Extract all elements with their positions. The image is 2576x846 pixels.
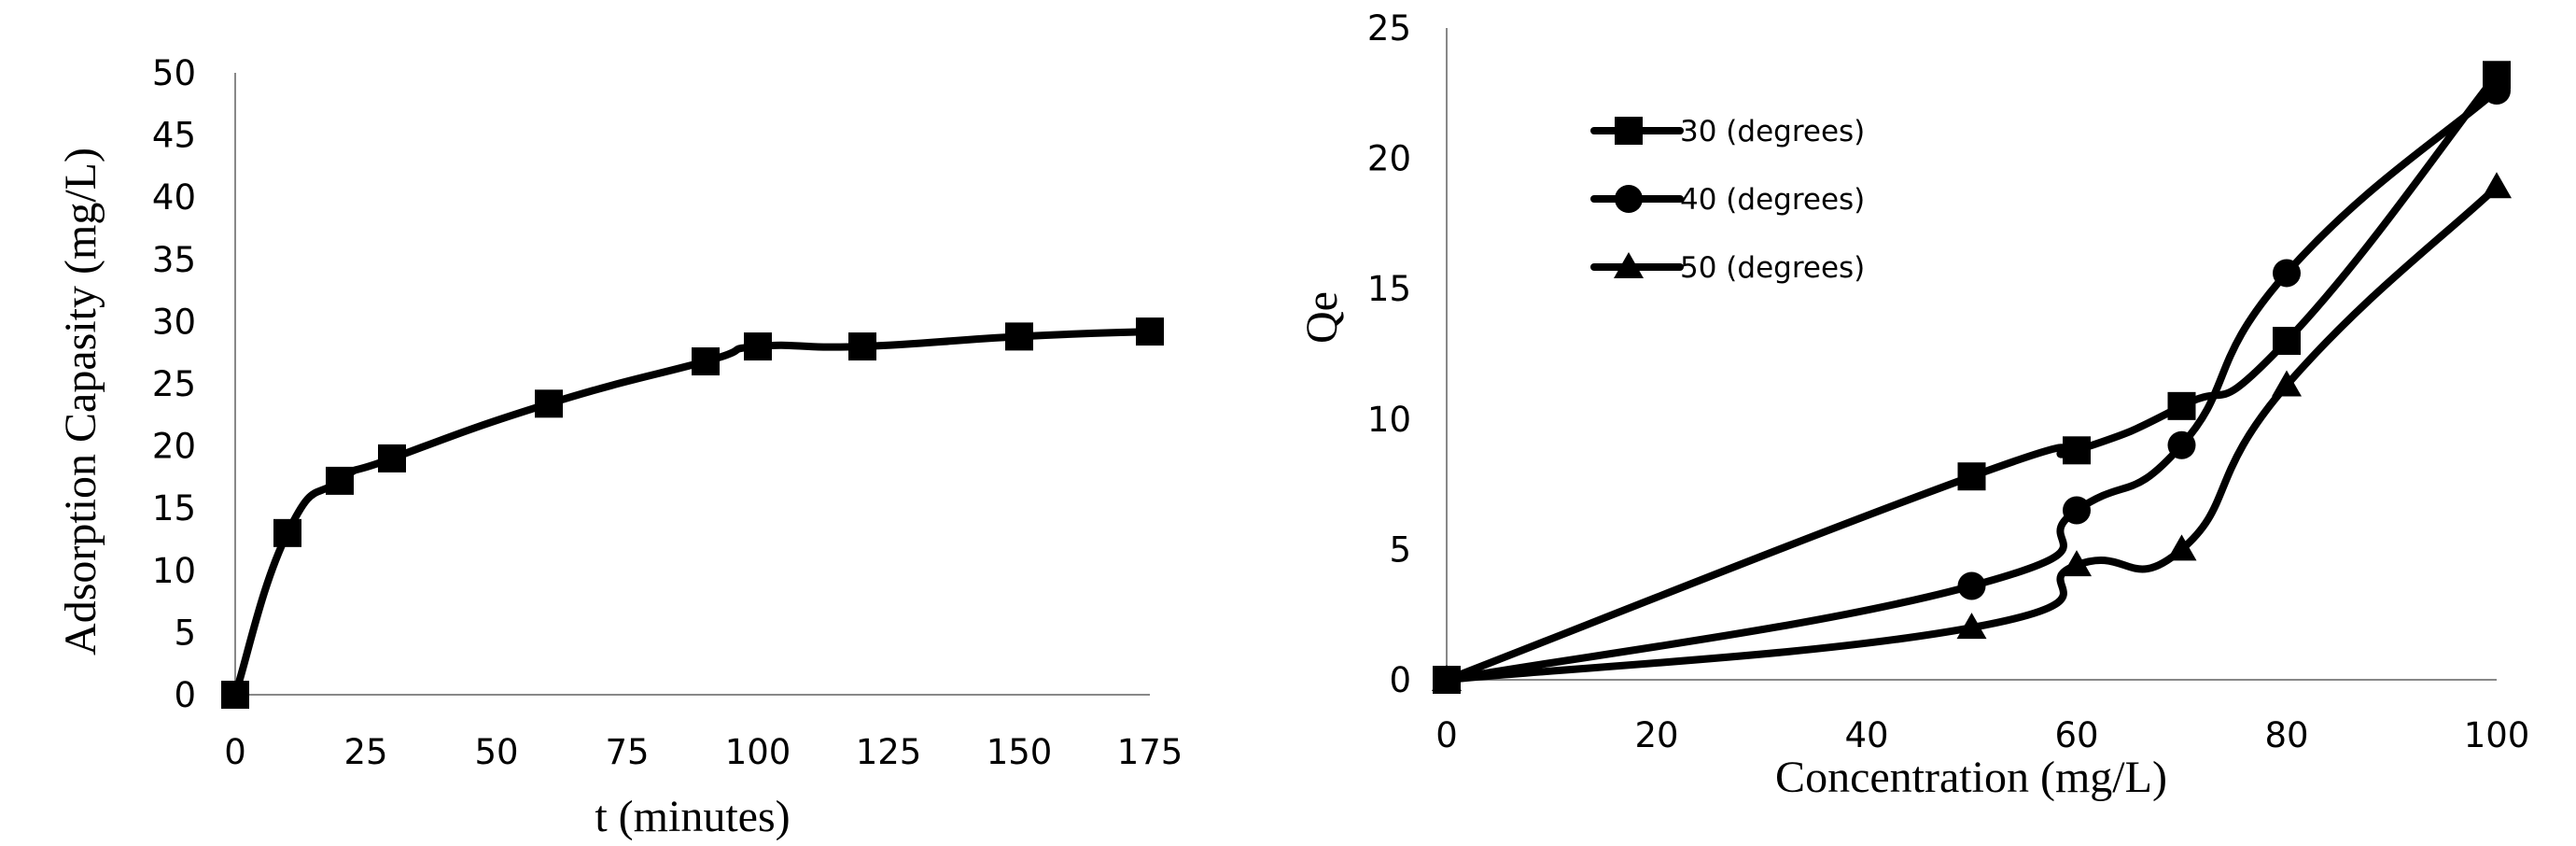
right-y-tick-label: 20	[1367, 139, 1411, 179]
right-x-tick-label: 60	[2054, 715, 2098, 755]
left-y-tick-labels: 0 5 10 15 20 25 30 35 40 45 50	[152, 53, 196, 715]
right-x-tick-label: 0	[1435, 715, 1458, 755]
right-legend: 30 (degrees) 40 (degrees) 50 (degrees)	[1590, 115, 1865, 285]
right-y-tick-label: 10	[1367, 400, 1411, 440]
left-data-point-square	[273, 518, 301, 547]
right-data-point-triangle	[2482, 172, 2512, 199]
left-x-tick-label: 175	[1117, 732, 1183, 772]
right-data-point-square	[1957, 462, 1986, 491]
right-data-point-triangle	[2062, 550, 2092, 577]
right-y-axis-title: Qe	[1297, 291, 1347, 344]
left-chart: 0 5 10 15 20 25 30 35 40 45 50 0 25 50 75 100 125 150 175…	[56, 53, 1183, 841]
right-data-point-square	[2167, 391, 2196, 420]
left-x-tick-label: 100	[725, 732, 791, 772]
right-x-axis-title: Concentration (mg/L)	[1775, 753, 2167, 802]
legend-marker-square	[1615, 117, 1643, 145]
left-y-tick-label: 25	[152, 364, 196, 404]
right-y-tick-label: 25	[1367, 8, 1411, 49]
right-data-point-square	[2063, 436, 2091, 465]
left-x-tick-labels: 0 25 50 75 100 125 150 175	[224, 732, 1183, 772]
left-data-point-square	[535, 389, 563, 418]
right-y-tick-labels: 0 5 10 15 20 25	[1367, 8, 1411, 700]
left-y-tick-label: 35	[152, 240, 196, 280]
legend-label-3: 50 (degrees)	[1680, 251, 1865, 285]
right-y-tick-label: 5	[1389, 529, 1411, 570]
right-series-line-1	[1443, 71, 2500, 684]
left-data-point-square	[326, 466, 354, 495]
right-data-point-triangle	[2272, 370, 2302, 397]
left-y-tick-label: 0	[174, 675, 196, 715]
right-x-tick-labels: 0 20 40 60 80 100	[1435, 715, 2529, 755]
right-y-tick-label: 0	[1389, 660, 1411, 700]
right-series-group	[1432, 61, 2512, 694]
left-data-point-square	[848, 332, 876, 361]
left-data-point-square	[692, 347, 720, 376]
left-y-tick-label: 10	[152, 551, 196, 591]
legend-marker-triangle	[1614, 252, 1644, 278]
right-data-point-square	[2273, 327, 2301, 356]
left-x-tick-label: 125	[856, 732, 922, 772]
right-chart: 0 5 10 15 20 25 0 20 40 60 80 100 30 (degrees) 40 (…	[1297, 8, 2529, 802]
right-x-tick-label: 100	[2464, 715, 2530, 755]
left-series-group	[221, 317, 1164, 709]
left-y-tick-label: 15	[152, 488, 196, 529]
right-data-point-circle	[2273, 259, 2301, 288]
left-data-point-square	[744, 332, 772, 361]
right-x-tick-label: 20	[1634, 715, 1678, 755]
right-data-point-circle	[2483, 77, 2511, 106]
right-x-tick-label: 40	[1844, 715, 1888, 755]
right-x-tick-label: 80	[2264, 715, 2308, 755]
left-x-axis-title: t (minutes)	[595, 792, 790, 841]
left-y-axis-title: Adsorption Capasity (mg/L)	[56, 148, 105, 656]
left-series-line-1	[231, 328, 1154, 698]
left-y-tick-label: 20	[152, 427, 196, 467]
right-series-line-2	[1443, 87, 2500, 684]
legend-label-2: 40 (degrees)	[1680, 183, 1865, 217]
right-data-point-triangle	[1432, 665, 1462, 691]
left-x-tick-label: 0	[224, 732, 246, 772]
left-y-tick-label: 45	[152, 116, 196, 156]
left-y-tick-label: 40	[152, 177, 196, 218]
left-data-point-square	[221, 681, 249, 709]
left-y-tick-label: 5	[174, 613, 196, 653]
left-x-tick-label: 75	[605, 732, 649, 772]
left-x-tick-label: 50	[474, 732, 518, 772]
right-data-point-triangle	[1956, 613, 1987, 640]
left-data-point-square	[1005, 322, 1033, 351]
left-x-tick-label: 150	[987, 732, 1053, 772]
left-y-tick-label: 50	[152, 53, 196, 93]
right-y-tick-label: 15	[1367, 269, 1411, 309]
left-data-point-square	[1136, 317, 1164, 346]
right-data-point-circle	[2167, 430, 2196, 459]
left-data-point-square	[378, 444, 406, 472]
legend-marker-circle	[1615, 185, 1643, 213]
right-data-point-circle	[1957, 571, 1986, 600]
right-data-point-circle	[2063, 496, 2091, 525]
right-data-point-triangle	[2166, 534, 2197, 561]
right-series-line-3	[1443, 183, 2500, 684]
left-x-tick-label: 25	[343, 732, 387, 772]
legend-label-1: 30 (degrees)	[1680, 115, 1865, 148]
left-y-tick-label: 30	[152, 302, 196, 342]
